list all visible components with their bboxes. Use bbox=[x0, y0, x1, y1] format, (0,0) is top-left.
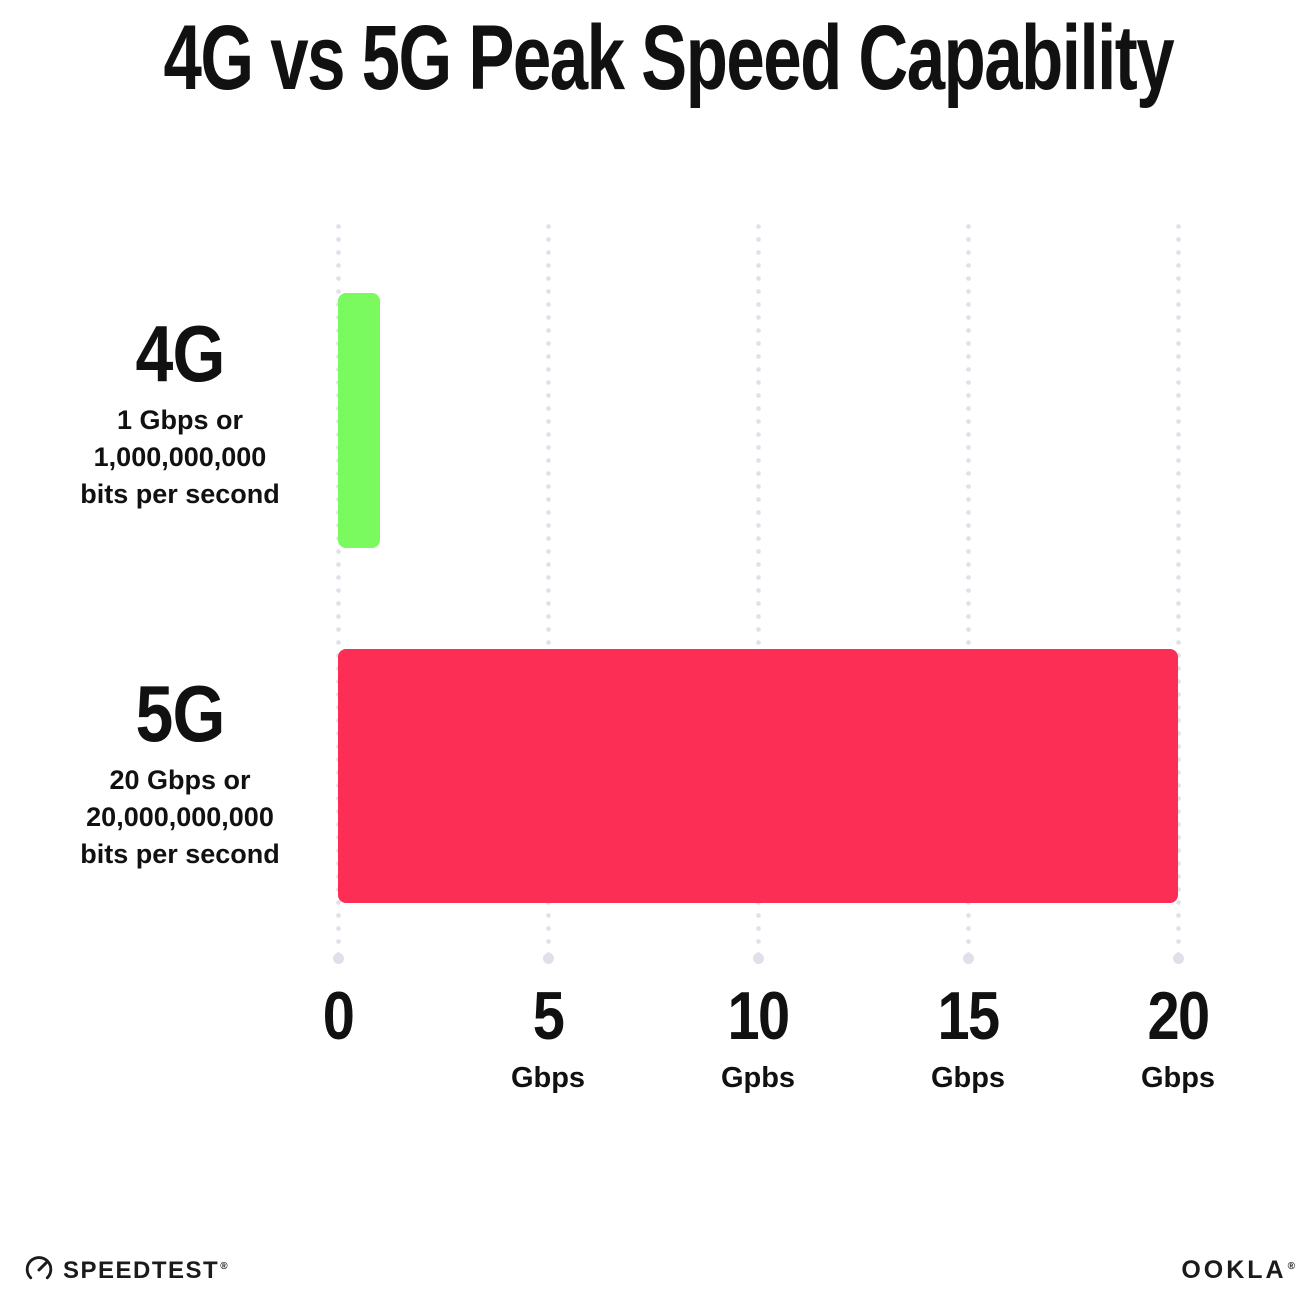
ookla-trademark: ® bbox=[1287, 1260, 1298, 1272]
x-tick-unit: Gpbs bbox=[720, 1062, 796, 1094]
ookla-logo: OOKLA® bbox=[1181, 1256, 1298, 1285]
x-tick-value: 20 bbox=[1147, 978, 1211, 1054]
gridline-5 bbox=[542, 220, 554, 964]
gridline-15 bbox=[962, 220, 974, 964]
desc-line: bits per second bbox=[80, 479, 280, 509]
speedtest-text: SPEEDTEST bbox=[63, 1257, 220, 1284]
x-tick-0: 0 bbox=[228, 980, 448, 1062]
x-tick-value: 0 bbox=[322, 978, 355, 1054]
desc-line: 20 Gbps or bbox=[109, 765, 251, 795]
x-tick-value: 10 bbox=[727, 978, 791, 1054]
x-tick-unit: Gbps bbox=[930, 1062, 1006, 1094]
gridline-10 bbox=[752, 220, 764, 964]
x-tick-10: 10 Gpbs bbox=[648, 980, 868, 1094]
x-tick-value: 15 bbox=[937, 978, 1001, 1054]
desc-line: 1,000,000,000 bbox=[93, 442, 267, 472]
desc-line: bits per second bbox=[80, 839, 280, 869]
category-desc-5g: 20 Gbps or 20,000,000,000 bits per secon… bbox=[20, 762, 340, 873]
x-tick-unit: Gbps bbox=[1140, 1062, 1216, 1094]
speedtest-wordmark: SPEEDTEST® bbox=[63, 1252, 229, 1286]
desc-line: 20,000,000,000 bbox=[86, 802, 274, 832]
speedtest-trademark: ® bbox=[220, 1261, 230, 1272]
category-title-4g: 4G bbox=[135, 309, 225, 398]
ookla-text: OOKLA bbox=[1181, 1256, 1287, 1284]
category-label-5g: 5G 20 Gbps or 20,000,000,000 bits per se… bbox=[20, 672, 340, 873]
gridline-0 bbox=[332, 220, 344, 964]
gridline-20 bbox=[1172, 220, 1184, 964]
category-title-5g: 5G bbox=[135, 669, 225, 758]
speedtest-gauge-icon bbox=[24, 1254, 54, 1284]
page-title: 4G vs 5G Peak Speed Capability bbox=[163, 7, 1175, 109]
category-desc-4g: 1 Gbps or 1,000,000,000 bits per second bbox=[20, 402, 340, 513]
x-tick-5: 5 Gbps bbox=[438, 980, 658, 1094]
category-label-4g: 4G 1 Gbps or 1,000,000,000 bits per seco… bbox=[20, 312, 340, 513]
x-tick-unit: Gbps bbox=[510, 1062, 586, 1094]
bar-5g bbox=[338, 649, 1178, 903]
desc-line: 1 Gbps or bbox=[116, 405, 244, 435]
x-tick-value: 5 bbox=[532, 978, 565, 1054]
x-tick-20: 20 Gbps bbox=[1068, 980, 1288, 1094]
bar-4g bbox=[338, 293, 380, 548]
speedtest-logo: SPEEDTEST® bbox=[24, 1252, 229, 1286]
x-tick-15: 15 Gbps bbox=[858, 980, 1078, 1094]
